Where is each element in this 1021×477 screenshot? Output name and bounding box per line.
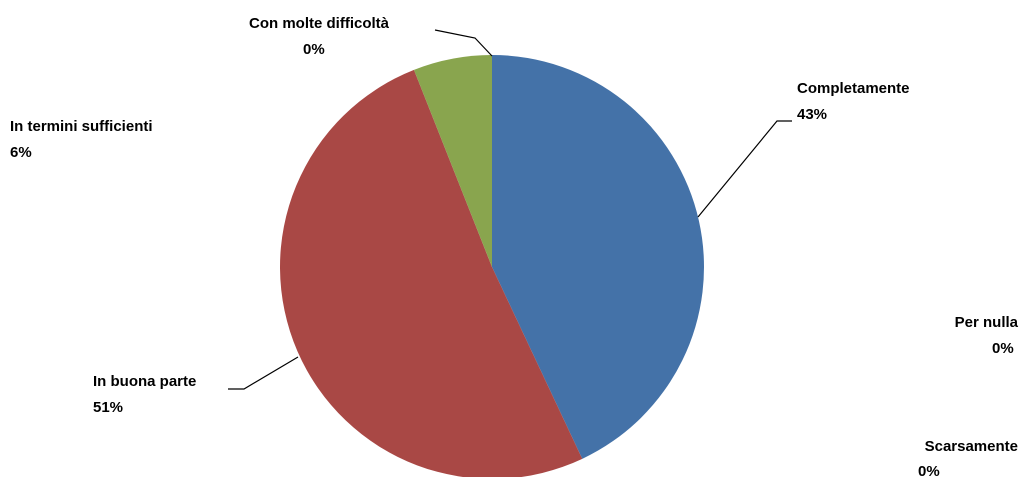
data-label-category-in-termini-sufficienti: In termini sufficienti — [10, 118, 153, 135]
data-label-value-in-termini-sufficienti: 6% — [10, 144, 32, 161]
leader-lines — [228, 29, 792, 390]
leader-line-in-buona-parte — [228, 356, 299, 390]
data-label-category-scarsamente: Scarsamente — [925, 438, 1018, 455]
data-label-value-completamente: 43% — [797, 106, 827, 123]
pie-slice-in-buona-parte — [279, 69, 583, 477]
leader-line-completamente — [697, 120, 792, 218]
data-label-value-per-nulla: 0% — [992, 340, 1014, 357]
data-label-category-con-molte-difficolt-: Con molte difficoltà — [249, 15, 390, 32]
data-label-value-in-buona-parte: 51% — [93, 399, 123, 416]
data-labels: Completamente 43% In buona parte 51% In term… — [10, 15, 1019, 477]
data-label-category-in-buona-parte: In buona parte — [93, 373, 196, 390]
pie-slice-completamente — [492, 55, 704, 459]
leader-line-con-molte-difficolt- — [434, 29, 493, 57]
data-label-category-completamente: Completamente — [797, 80, 910, 97]
data-label-category-per-nulla: Per nulla — [955, 314, 1019, 331]
data-label-value-con-molte-difficolt-: 0% — [303, 41, 325, 58]
data-label-value-scarsamente: 0% — [918, 463, 940, 477]
pie-slice-in-termini-sufficienti — [413, 55, 492, 267]
pie-slices — [279, 55, 704, 477]
